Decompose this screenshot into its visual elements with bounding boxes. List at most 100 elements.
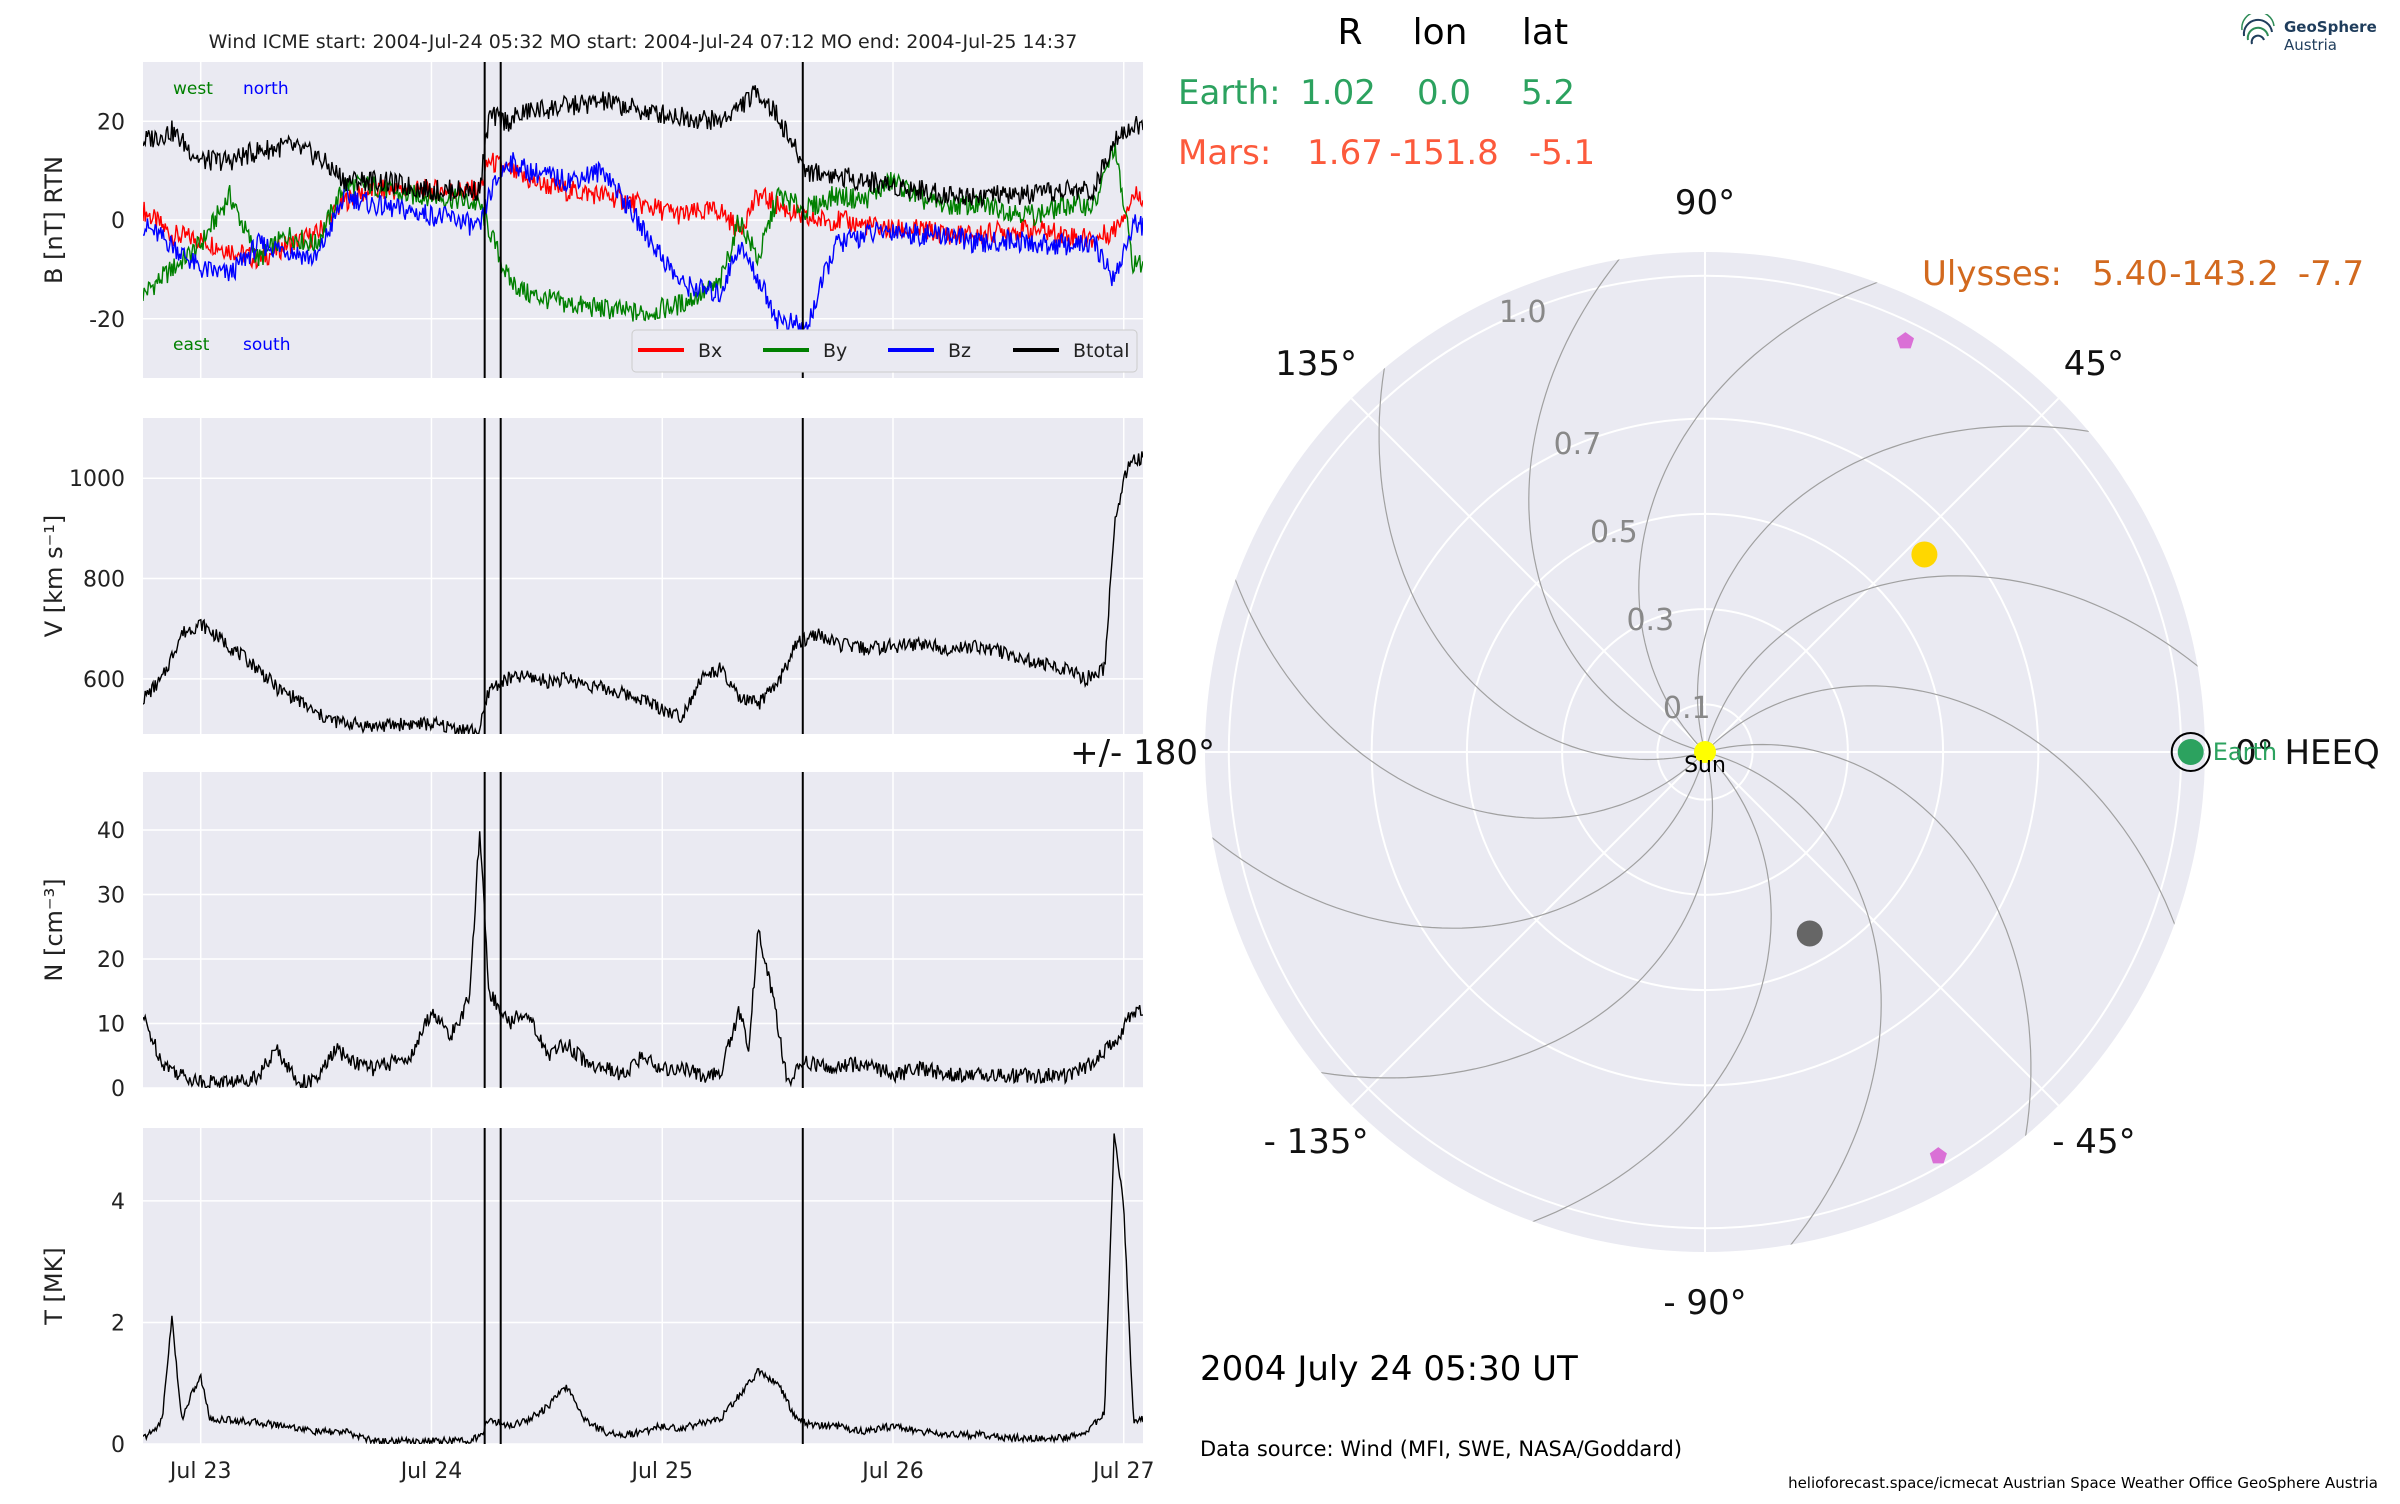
table-cell-lat: -5.1 — [1529, 133, 1595, 173]
body-marker-magenta-marker-north — [1896, 332, 1914, 349]
legend-label-Bx: Bx — [698, 340, 722, 362]
angle-label: +/- 180° — [1070, 733, 1215, 773]
parker-spiral — [1568, 751, 1882, 1252]
table-cell-lon: 0.0 — [1417, 73, 1471, 113]
body-label-Earth: Earth — [2213, 738, 2277, 766]
table-cell-lon: -143.2 — [2169, 254, 2279, 294]
annotation-north: north — [243, 79, 289, 99]
x-tick-label: Jul 27 — [1091, 1459, 1155, 1484]
y-tick-label: 20 — [97, 948, 125, 973]
annotation-west: west — [173, 79, 213, 99]
x-tick-label: Jul 24 — [399, 1459, 463, 1484]
y-tick-label: 2 — [111, 1311, 125, 1336]
footer-credits: helioforecast.space/icmecat Austrian Spa… — [1788, 1474, 2378, 1492]
legend-label-Btotal: Btotal — [1073, 340, 1129, 362]
parker-spiral — [1704, 575, 2205, 889]
body-ring-Earth — [2170, 732, 2211, 772]
y-axis-label: T [MK] — [40, 1247, 68, 1325]
x-tick-label: Jul 23 — [168, 1459, 232, 1484]
series-line-N — [143, 831, 1143, 1088]
body-marker-magenta-marker-south — [1929, 1147, 1947, 1164]
angular-grid-line — [1350, 397, 1706, 753]
x-tick-label: Jul 26 — [860, 1459, 924, 1484]
table-cell-R: 1.02 — [1300, 73, 1376, 113]
legend-box — [631, 329, 1138, 373]
series-line-Bz — [143, 152, 1143, 334]
y-tick-label: 1000 — [69, 467, 125, 492]
y-axis-label: V [km s⁻¹] — [40, 515, 68, 637]
table-row-name: Earth: — [1178, 73, 1281, 113]
data-source: Data source: Wind (MFI, SWE, NASA/Goddar… — [1200, 1437, 1682, 1461]
x-tick-label: Jul 25 — [629, 1459, 693, 1484]
logo-line2: Austria — [2284, 36, 2337, 54]
table-row-name: Ulysses: — [1922, 254, 2062, 294]
table-header-lat: lat — [1522, 12, 1568, 53]
panel-density: 0 10 20 30 40 N [cm⁻³] — [40, 772, 1143, 1102]
angle-label: - 45° — [2052, 1122, 2135, 1162]
geosphere-logo: GeoSphere Austria — [2236, 11, 2386, 62]
geosphere-logo-icon — [2241, 11, 2275, 45]
series-line-Btotal — [143, 85, 1143, 209]
angular-grid-line — [1350, 751, 1706, 1107]
y-tick-label: 0 — [111, 209, 125, 234]
radial-tick-label: 0.5 — [1590, 515, 1638, 550]
table-cell-R: 5.40 — [2092, 254, 2168, 294]
angle-label: 90° — [1675, 183, 1735, 223]
radial-tick-label: 0.1 — [1663, 691, 1711, 726]
legend-label-By: By — [823, 340, 847, 362]
y-axis-label: N [cm⁻³] — [40, 878, 68, 981]
angle-label: 135° — [1275, 344, 1357, 384]
annotation-east: east — [173, 335, 210, 355]
y-tick-label: 0 — [111, 1077, 125, 1102]
timestamp: 2004 July 24 05:30 UT — [1200, 1349, 1578, 1389]
y-tick-label: 20 — [97, 110, 125, 135]
y-tick-label: 30 — [97, 884, 125, 909]
y-tick-label: 10 — [97, 1013, 125, 1038]
panel-temperature: Jul 23 Jul 24 Jul 25 Jul 26 Jul 27 0 2 4 T [MK] — [40, 1128, 1155, 1484]
radial-tick-label: 0.7 — [1554, 427, 1602, 462]
angle-label: - 135° — [1264, 1122, 1369, 1162]
angle-label: 45° — [2064, 344, 2124, 384]
plot-area — [143, 1128, 1143, 1444]
y-tick-label: 600 — [83, 668, 125, 693]
body-marker-gray-marker — [1796, 920, 1823, 947]
y-tick-label: 0 — [111, 1433, 125, 1458]
panel-heliospheric-positions: 0.1 0.3 0.5 0.7 1.0 0° HEEQ 45° 90° 135° +/- 180°… — [1070, 183, 2380, 1323]
y-tick-label: 800 — [83, 568, 125, 593]
series-line-V — [143, 451, 1143, 734]
parker-spiral — [1528, 252, 1842, 753]
parker-spiral — [1205, 615, 1706, 929]
legend: Bx By Bz Btotal — [631, 329, 1138, 373]
timeseries-title: Wind ICME start: 2004-Jul-24 05:32 MO st… — [209, 31, 1078, 53]
table-header-lon: lon — [1413, 12, 1468, 53]
y-axis-label: B [nT] RTN — [40, 156, 68, 284]
plot-area — [143, 418, 1143, 734]
body-marker-yellow-marker — [1911, 541, 1938, 568]
body-label-Sun: Sun — [1684, 753, 1726, 778]
logo-line1: GeoSphere — [2284, 18, 2377, 36]
series-line-T — [143, 1133, 1143, 1444]
radial-tick-label: 1.0 — [1499, 295, 1547, 330]
table-row-name: Mars: — [1178, 133, 1271, 173]
series-line-By — [143, 143, 1143, 322]
body-marker-Sun — [1694, 741, 1716, 763]
angular-grid-line — [1704, 397, 2060, 753]
body-marker-Earth — [2177, 739, 2204, 765]
y-tick-label: -20 — [89, 308, 125, 333]
y-tick-label: 40 — [97, 819, 125, 844]
annotation-south: south — [243, 335, 290, 355]
table-cell-R: 1.67 — [1307, 133, 1383, 173]
radial-tick-label: 0.3 — [1626, 603, 1674, 638]
table-cell-lat: -7.7 — [2298, 254, 2364, 294]
table-cell-lon: -151.8 — [1389, 133, 1499, 173]
y-tick-label: 4 — [111, 1190, 125, 1215]
legend-label-Bz: Bz — [948, 340, 971, 362]
table-cell-lat: 5.2 — [1521, 73, 1575, 113]
panel-magnetic-field: -20 0 20 B [nT] RTN west north east south Bx By Bz… — [40, 62, 1143, 378]
angle-label: - 90° — [1663, 1283, 1746, 1323]
angle-label: 0° HEEQ — [2235, 733, 2380, 773]
